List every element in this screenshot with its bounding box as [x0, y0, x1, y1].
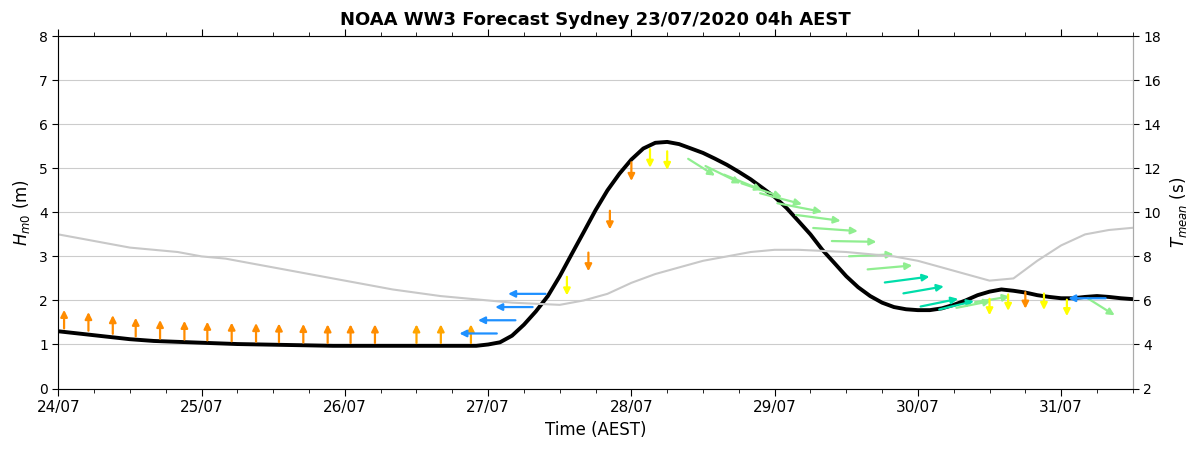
X-axis label: Time (AEST): Time (AEST) — [545, 421, 647, 439]
Y-axis label: $H_{m0}$ (m): $H_{m0}$ (m) — [11, 179, 32, 246]
Title: NOAA WW3 Forecast Sydney 23/07/2020 04h AEST: NOAA WW3 Forecast Sydney 23/07/2020 04h … — [340, 11, 851, 29]
Y-axis label: $T_{mean}$ (s): $T_{mean}$ (s) — [1168, 177, 1189, 248]
